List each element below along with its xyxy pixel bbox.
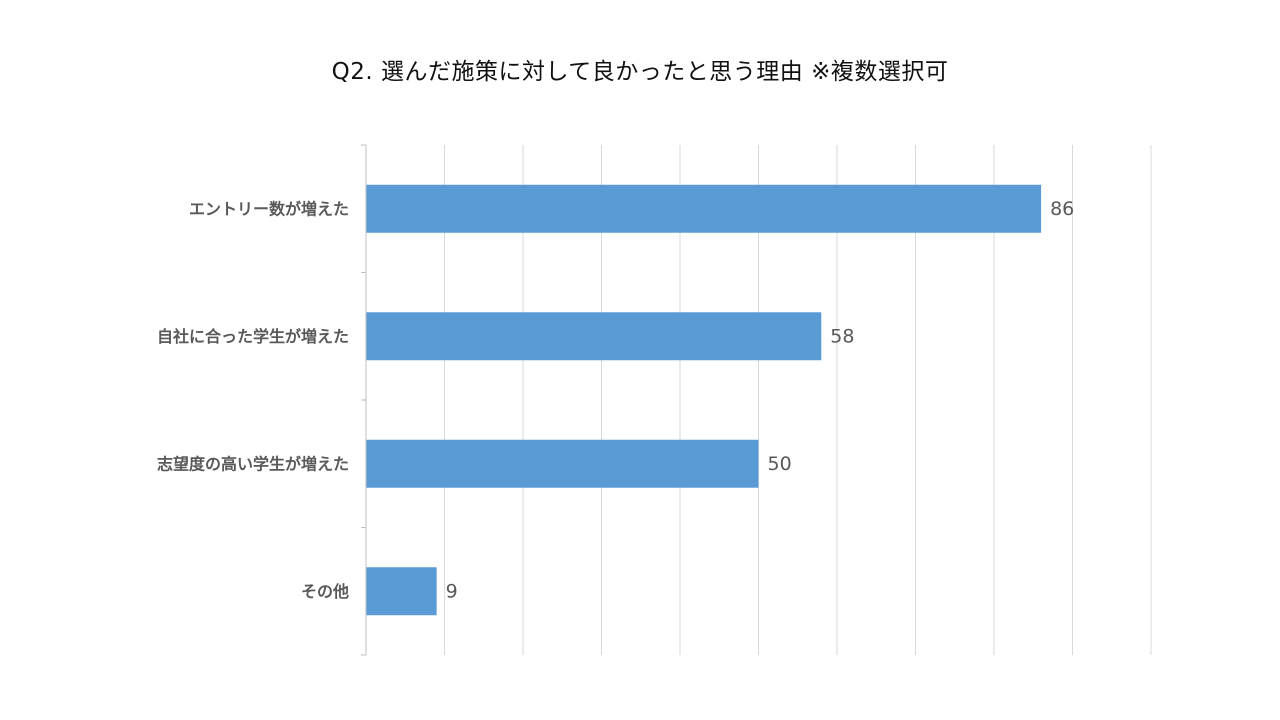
bar [366,567,437,616]
category-label: 自社に合った学生が増えた [157,327,349,346]
bars [366,184,1042,616]
data-label: 9 [446,580,458,602]
bar [366,439,759,488]
category-label: エントリー数が増えた [189,199,349,218]
bar [366,312,822,361]
bar [366,184,1042,233]
data-label: 58 [830,325,854,347]
category-axis [361,144,367,656]
category-label: 志望度の高い学生が増えた [157,454,349,473]
labels: エントリー数が増えた 86 自社に合った学生が増えた 58 志望度の高い学生が増えた 50… [157,198,1074,603]
data-label: 86 [1050,198,1074,220]
category-label: その他 [301,582,349,601]
chart-title: Q2. 選んだ施策に対して良かったと思う理由 ※複数選択可 [331,59,949,85]
data-label: 50 [768,453,792,475]
